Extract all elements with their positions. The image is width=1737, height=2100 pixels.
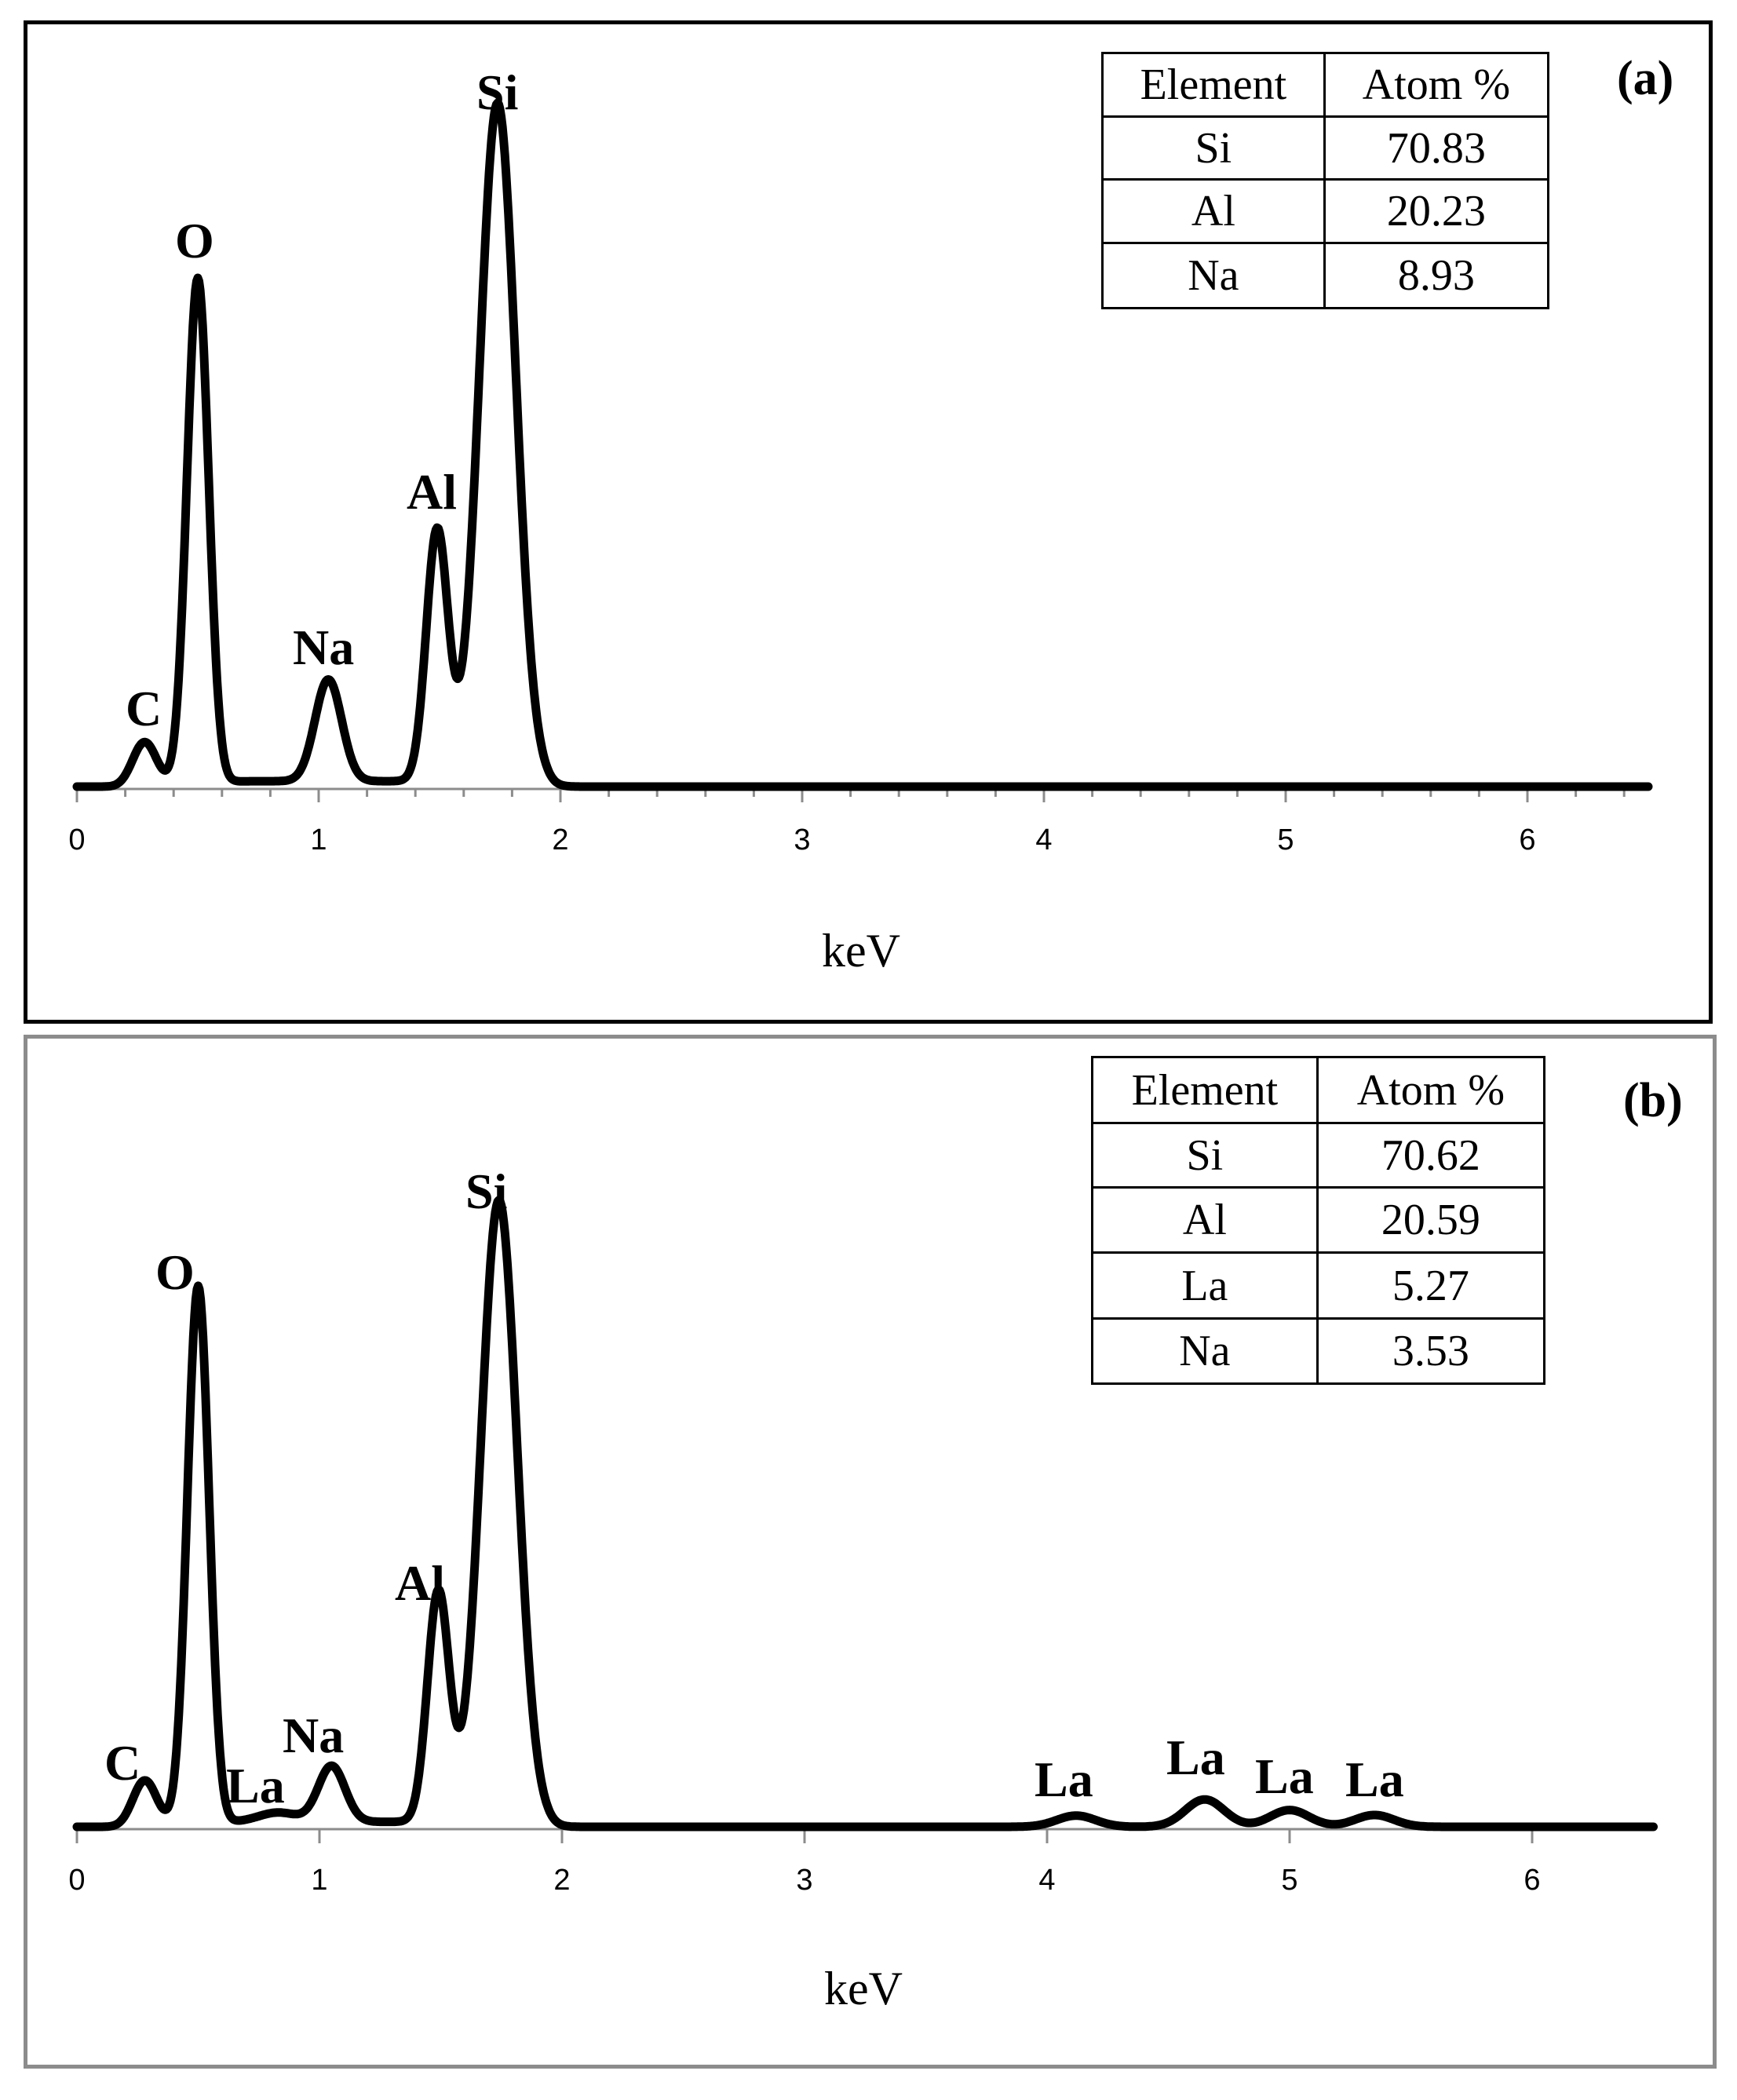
- peak-label-la: La: [226, 1758, 285, 1813]
- table-cell-element: Al: [1101, 178, 1326, 244]
- tick-label-3: 3: [794, 824, 811, 856]
- tick-label-4: 4: [1038, 1864, 1056, 1897]
- table-cell-element: Na: [1101, 242, 1326, 309]
- table-cell-value: 20.23: [1323, 178, 1550, 244]
- spectrum-panel-b: C O La Na Al Si La La La La Element Atom…: [24, 1035, 1717, 2069]
- peak-label-si: Si: [465, 1163, 508, 1219]
- peak-label-o: O: [155, 1244, 195, 1300]
- table-cell-value: 20.59: [1316, 1186, 1546, 1254]
- x-axis-title: keV: [822, 925, 900, 977]
- table-cell-value: 8.93: [1323, 242, 1550, 309]
- peak-label-al: Al: [407, 464, 457, 520]
- table-row: Al 20.59: [1091, 1186, 1546, 1254]
- tick-label-4: 4: [1035, 824, 1053, 856]
- table-header-atom-percent: Atom %: [1323, 52, 1550, 118]
- tick-label-0: 0: [68, 1864, 86, 1897]
- tick-label-1: 1: [310, 824, 327, 856]
- table-cell-element: Na: [1091, 1317, 1319, 1385]
- table-row: Na 8.93: [1101, 242, 1550, 309]
- table-cell-value: 70.62: [1316, 1122, 1546, 1189]
- peak-label-al: Al: [395, 1555, 445, 1611]
- table-row: Na 3.53: [1091, 1317, 1546, 1385]
- eds-spectrum-b-plot: [72, 1196, 1658, 1843]
- peak-label-la: La: [1166, 1729, 1225, 1785]
- tick-label-2: 2: [553, 1864, 571, 1897]
- table-header-atom-percent: Atom %: [1316, 1056, 1546, 1124]
- tick-label-2: 2: [552, 824, 569, 856]
- table-row: Si 70.62: [1091, 1122, 1546, 1189]
- tick-label-5: 5: [1277, 824, 1294, 856]
- x-axis-title: keV: [824, 1963, 903, 2014]
- peak-label-la: La: [1255, 1748, 1314, 1804]
- table-header-element: Element: [1091, 1056, 1319, 1124]
- table-header-element: Element: [1101, 52, 1326, 118]
- peak-label-la: La: [1035, 1751, 1093, 1807]
- peak-label-la: La: [1345, 1751, 1404, 1807]
- tick-label-6: 6: [1519, 824, 1536, 856]
- tick-label-5: 5: [1281, 1864, 1298, 1897]
- atom-percent-table-a: Element Atom % Si 70.83 Al 20.23 Na 8.93: [1101, 52, 1550, 309]
- peak-label-c: C: [126, 681, 162, 736]
- panel-tag-a: (a): [1617, 52, 1674, 105]
- table-cell-value: 3.53: [1316, 1317, 1546, 1385]
- atom-percent-table-b: Element Atom % Si 70.62 Al 20.59 La 5.27…: [1091, 1056, 1546, 1385]
- table-cell-value: 70.83: [1323, 115, 1550, 181]
- table-cell-value: 5.27: [1316, 1251, 1546, 1320]
- tick-label-3: 3: [796, 1864, 813, 1897]
- table-cell-element: La: [1091, 1251, 1319, 1320]
- table-cell-element: Si: [1091, 1122, 1319, 1189]
- peak-label-na: Na: [283, 1707, 345, 1763]
- tick-label-6: 6: [1524, 1864, 1541, 1897]
- peak-label-na: Na: [293, 619, 355, 675]
- table-row: Si 70.83: [1101, 115, 1550, 181]
- panel-tag-b: (b): [1623, 1074, 1683, 1127]
- spectrum-panel-a: C O Na Al Si Element Atom % Si 70.83 Al …: [24, 20, 1713, 1024]
- eds-spectrum-a-plot: [72, 98, 1653, 802]
- spectrum-curve: [72, 98, 1653, 791]
- tick-label-1: 1: [311, 1864, 328, 1897]
- peak-label-o: O: [175, 213, 214, 268]
- table-row: Al 20.23: [1101, 178, 1550, 244]
- table-cell-element: Al: [1091, 1186, 1319, 1254]
- peak-label-si: Si: [476, 64, 519, 120]
- table-row: La 5.27: [1091, 1251, 1546, 1320]
- table-cell-element: Si: [1101, 115, 1326, 181]
- peak-label-c: C: [104, 1735, 141, 1791]
- spectrum-curve: [72, 1196, 1658, 1832]
- tick-label-0: 0: [68, 824, 86, 856]
